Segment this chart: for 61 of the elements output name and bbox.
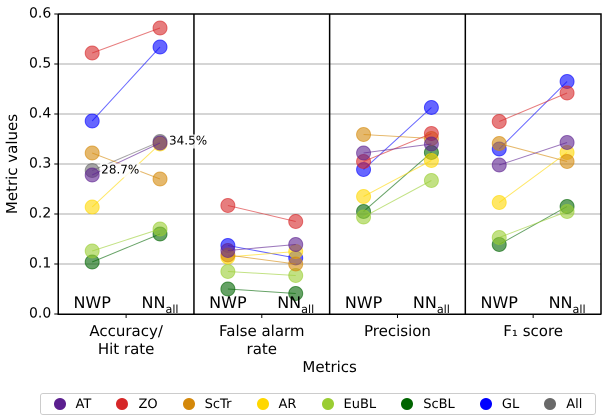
- data-label: 28.7%: [101, 162, 140, 177]
- legend-label: EuBL: [344, 396, 376, 412]
- x-tick-label: NWP: [73, 293, 112, 312]
- y-axis-title: Metric values: [2, 114, 21, 214]
- legend-label: All: [566, 396, 582, 412]
- x-tick-label: NWP: [209, 293, 247, 312]
- point: [152, 172, 168, 186]
- point: [356, 210, 372, 224]
- text: F₁ score: [503, 322, 564, 340]
- point: [84, 46, 100, 60]
- point: [492, 195, 507, 210]
- point: [84, 200, 100, 214]
- point: [84, 114, 100, 128]
- point: [492, 158, 507, 172]
- x-tick-label: NWP: [344, 293, 383, 312]
- point: [356, 189, 372, 204]
- text: False alarm rate: [219, 322, 305, 358]
- point: [492, 230, 507, 245]
- point: [288, 256, 304, 272]
- y-tick-label: 0.5: [29, 56, 52, 72]
- point: [424, 153, 439, 168]
- legend-label: ScBL: [423, 396, 455, 412]
- point: [152, 222, 168, 236]
- point: [288, 214, 304, 229]
- point: [560, 135, 575, 150]
- point: [424, 100, 439, 115]
- legend-label: ZO: [138, 396, 158, 412]
- y-tick-label: 0.0: [29, 306, 52, 322]
- point: [560, 154, 575, 169]
- data-label: 34.5%: [169, 134, 208, 148]
- point: [220, 198, 236, 213]
- point: [220, 282, 236, 296]
- x-tick-label: NWP: [480, 293, 518, 312]
- text: Accuracy/ Hit rate: [89, 322, 164, 358]
- y-tick-label: 0.2: [29, 206, 52, 222]
- point: [220, 264, 236, 279]
- legend-label: AR: [278, 396, 296, 412]
- y-tick-label: 0.3: [29, 156, 52, 172]
- point: [560, 204, 575, 219]
- point: [84, 244, 100, 258]
- y-tick-label: 0.1: [29, 256, 52, 272]
- point: [424, 173, 439, 188]
- point: [220, 243, 236, 258]
- point: [356, 146, 372, 160]
- x-axis-title: Metrics: [302, 358, 358, 376]
- legend-label: GL: [502, 396, 520, 412]
- point: [152, 40, 168, 54]
- point: [560, 86, 575, 100]
- point: [288, 237, 304, 252]
- point: [84, 168, 100, 182]
- y-tick-label: 0.6: [29, 6, 52, 22]
- point: [492, 136, 507, 151]
- legend-label: ScTr: [204, 396, 232, 412]
- legend-label: AT: [76, 396, 92, 412]
- point: [84, 146, 100, 160]
- point: [492, 114, 507, 129]
- y-tick-label: 0.4: [29, 106, 52, 122]
- point: [424, 136, 439, 152]
- point: [356, 127, 372, 142]
- text: Precision: [364, 322, 431, 340]
- point: [152, 20, 168, 36]
